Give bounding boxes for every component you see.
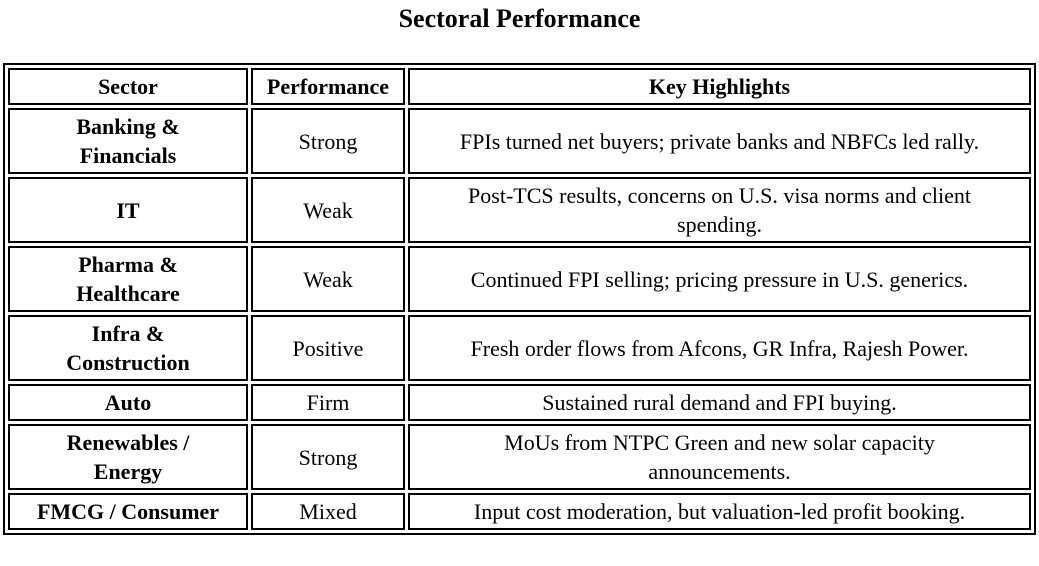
highlights-cell: Input cost moderation, but valuation-led… [408, 493, 1031, 530]
sector-cell: Pharma & Healthcare [8, 246, 248, 312]
highlights-cell: Continued FPI selling; pricing pressure … [408, 246, 1031, 312]
header-key-highlights: Key Highlights [408, 68, 1031, 105]
sector-cell: Banking & Financials [8, 108, 248, 174]
table-row-it: IT Weak Post-TCS results, concerns on U.… [8, 177, 1031, 243]
performance-cell: Positive [251, 315, 405, 381]
table-row-infra-construction: Infra & Construction Positive Fresh orde… [8, 315, 1031, 381]
performance-cell: Strong [251, 108, 405, 174]
table-row-fmcg-consumer: FMCG / Consumer Mixed Input cost moderat… [8, 493, 1031, 530]
sector-cell: FMCG / Consumer [8, 493, 248, 530]
performance-cell: Weak [251, 177, 405, 243]
table-header-row: Sector Performance Key Highlights [8, 68, 1031, 105]
sector-cell: Infra & Construction [8, 315, 248, 381]
table-row-banking-financials: Banking & Financials Strong FPIs turned … [8, 108, 1031, 174]
highlights-cell: Fresh order flows from Afcons, GR Infra,… [408, 315, 1031, 381]
sector-cell: IT [8, 177, 248, 243]
performance-cell: Weak [251, 246, 405, 312]
highlights-cell: Sustained rural demand and FPI buying. [408, 384, 1031, 421]
page-title: Sectoral Performance [398, 4, 641, 33]
header-sector: Sector [8, 68, 248, 105]
performance-cell: Mixed [251, 493, 405, 530]
sector-cell: Auto [8, 384, 248, 421]
table-row-auto: Auto Firm Sustained rural demand and FPI… [8, 384, 1031, 421]
sectoral-performance-table: Sector Performance Key Highlights Bankin… [3, 63, 1036, 535]
table-row-renewables-energy: Renewables / Energy Strong MoUs from NTP… [8, 424, 1031, 490]
highlights-cell: Post-TCS results, concerns on U.S. visa … [408, 177, 1031, 243]
header-performance: Performance [251, 68, 405, 105]
table-row-pharma-healthcare: Pharma & Healthcare Weak Continued FPI s… [8, 246, 1031, 312]
performance-cell: Strong [251, 424, 405, 490]
sector-cell: Renewables / Energy [8, 424, 248, 490]
performance-cell: Firm [251, 384, 405, 421]
highlights-cell: MoUs from NTPC Green and new solar capac… [408, 424, 1031, 490]
highlights-cell: FPIs turned net buyers; private banks an… [408, 108, 1031, 174]
